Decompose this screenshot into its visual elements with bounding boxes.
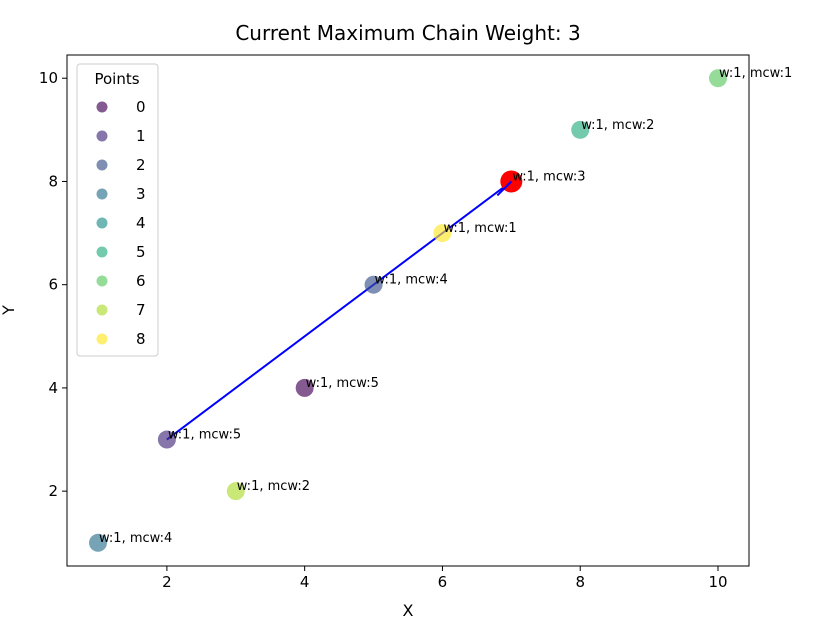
point-annotation: w:1, mcw:4 xyxy=(375,273,448,288)
scatter-point xyxy=(433,224,452,243)
scatter-point xyxy=(571,120,590,139)
plot-area xyxy=(66,54,750,567)
legend-marker xyxy=(96,246,108,258)
point-annotation: w:1, mcw:1 xyxy=(719,66,792,81)
y-tick-label: 4 xyxy=(48,379,58,397)
chart-title: Current Maximum Chain Weight: 3 xyxy=(235,21,580,45)
legend-entry-label: 6 xyxy=(136,272,146,290)
legend-marker xyxy=(96,130,108,142)
point-annotation: w:1, mcw:2 xyxy=(581,118,654,133)
legend-box xyxy=(76,63,159,357)
x-tick-label: 4 xyxy=(300,573,310,591)
legend-marker xyxy=(96,304,108,316)
legend-marker xyxy=(96,217,108,229)
legend-entry-label: 4 xyxy=(136,214,146,232)
scatter-point xyxy=(364,275,383,294)
y-tick-label: 2 xyxy=(48,482,58,500)
point-labels-layer: w:1, mcw:5 w:1, mcw:5 w:1, mcw:4 w:1, mcw:4… xyxy=(99,66,792,546)
scatter-point xyxy=(709,69,727,88)
legend-entry-label: 3 xyxy=(136,185,146,203)
scatter-point xyxy=(89,533,107,552)
legend-entry-label: 0 xyxy=(136,98,146,116)
point-annotation: w:1, mcw:4 xyxy=(99,531,172,546)
x-tick-label: 8 xyxy=(575,573,585,591)
y-tick-label: 8 xyxy=(48,172,58,190)
point-annotation: w:1, mcw:5 xyxy=(168,428,241,443)
legend-marker xyxy=(96,188,108,200)
legend-entry-label: 2 xyxy=(136,156,146,174)
scatter-point xyxy=(295,378,314,397)
chain-line-layer xyxy=(166,180,512,441)
legend-marker xyxy=(96,275,108,287)
chain-line-end xyxy=(496,180,513,197)
legend-entry-label: 7 xyxy=(136,301,146,319)
legend-marker xyxy=(96,333,108,345)
scatter-point xyxy=(157,430,176,449)
legend-marker xyxy=(96,101,108,113)
y-axis-label: Y xyxy=(0,305,18,316)
legend-title: Points xyxy=(94,70,139,88)
legend: Points 0 1 2 3 4 5 6 7 8 xyxy=(76,63,159,357)
plot-frame xyxy=(66,54,750,567)
legend-entry-label: 8 xyxy=(136,330,146,348)
x-tick-label: 10 xyxy=(708,573,727,591)
points-layer xyxy=(89,69,727,552)
point-annotation: w:1, mcw:2 xyxy=(237,479,310,494)
legend-entry-label: 1 xyxy=(136,127,146,145)
scatter-point xyxy=(226,482,245,501)
x-tick-label: 2 xyxy=(162,573,172,591)
y-tick-label: 6 xyxy=(48,276,58,294)
legend-entry-label: 5 xyxy=(136,243,146,261)
x-axis-label: X xyxy=(403,601,414,620)
x-tick-label: 6 xyxy=(438,573,448,591)
chain-line xyxy=(166,180,512,441)
point-annotation: w:1, mcw:1 xyxy=(443,221,516,236)
legend-marker xyxy=(96,159,108,171)
point-annotation: w:1, mcw:5 xyxy=(306,376,379,391)
point-annotation: w:1, mcw:3 xyxy=(512,169,585,184)
y-tick-label: 10 xyxy=(39,69,58,87)
